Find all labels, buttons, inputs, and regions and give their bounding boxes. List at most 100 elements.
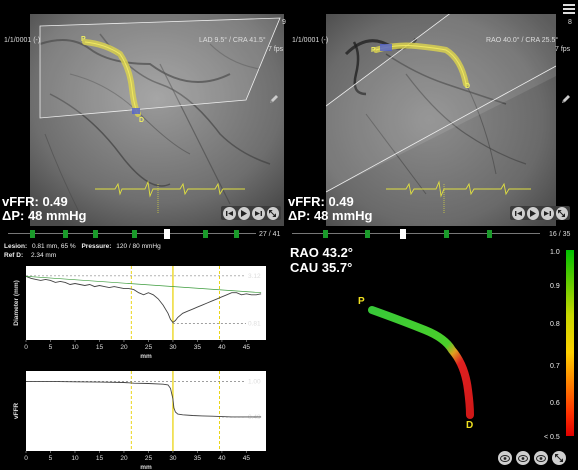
right-prev-button[interactable] [512,206,525,220]
view-eye-button-1[interactable] [498,451,512,465]
chart-0-ref-label: 0.81 [248,320,261,327]
chart-1-plot-area [26,371,266,451]
skip-back-icon [514,210,522,216]
play-icon [241,209,248,217]
chart-0-xtick-label: 10 [71,344,79,351]
chart-1-series-0 [26,380,262,418]
eye-icon [500,454,510,462]
diameter-chart[interactable]: 3.12 0.81 0 5 10 15 20 25 30 35 40 45 mm Diameter (mm… [0,260,286,364]
right-annotate-button[interactable] [560,92,572,104]
left-frame-position: 27 / 41 [259,231,281,238]
chart-0-xtick-label: 5 [49,344,53,351]
color-legend: 1.0 0.9 0.8 0.7 0.6 < 0.5 [544,249,576,441]
right-series-label: 1/1/0001 (-) [292,37,329,44]
chart-0-series-1 [25,275,262,294]
chart-0-xtick-label: 35 [194,344,202,351]
chart-0-series-0 [25,275,262,324]
left-vffr-label: vFFR: 0.49 [2,194,68,209]
hamburger-icon [563,4,575,14]
skip-forward-icon [543,210,551,216]
left-frame-thumb[interactable] [164,229,170,239]
left-angio-image [30,14,284,226]
pressure-value: 120 / 80 mmHg [116,243,161,250]
legend-tick-0-6: 0.6 [550,400,560,407]
left-prev-button[interactable] [223,206,236,220]
right-next-button[interactable] [541,206,554,220]
chart-0-xtick-label: 30 [169,344,177,351]
right-angio-view[interactable]: P D [326,14,556,226]
chart-1-xtick-label: 0 [24,455,28,462]
menu-button[interactable] [562,2,576,14]
skip-forward-icon [254,210,262,216]
right-play-button[interactable] [526,206,539,220]
left-marker-p: P [81,36,86,43]
chart-0-xtick-label: 0 [24,344,28,351]
right-angio-image [326,14,556,226]
chart-0-xtick-label: 40 [218,344,226,351]
left-angio-view[interactable]: P D [30,14,284,226]
right-fps: 7 fps [555,46,571,53]
legend-tick-0-7: 0.7 [550,363,560,370]
view-buttons [498,451,566,465]
chart-0-xtick-label: 20 [120,344,128,351]
model-cau-label: CAU 35.7° [290,260,353,275]
chart-1-xtick-label: 45 [243,455,251,462]
left-annotate-button[interactable] [268,92,280,104]
left-angle-label: LAD 9.5° / CRA 41.5° [199,37,266,44]
right-marker-p: P [371,47,376,54]
right-vffr-label: vFFR: 0.49 [288,194,354,209]
right-angle-label: RAO 40.0° / CRA 25.5° [486,37,559,44]
chart-1-xtick-label: 25 [145,455,153,462]
left-dp-label: ΔP: 48 mmHg [2,208,87,223]
view-eye-button-3[interactable] [534,451,548,465]
chart-1-xtick-label: 5 [49,455,53,462]
lesion-label: Lesion: [4,243,28,250]
left-play-button[interactable] [237,206,250,220]
chart-1-ylabel: vFFR [13,403,20,420]
chart-1-xtick-label: 30 [169,455,177,462]
vessel-3d-image [368,306,474,419]
pencil-icon [270,95,278,103]
left-frame-slider[interactable] [8,229,256,239]
vffr-chart[interactable]: 1.00 0.49 0 5 10 15 20 25 30 35 40 45 mm vFFR [0,365,286,470]
chart-0-xtick-label: 45 [243,344,251,351]
chart-1-xtick-label: 15 [96,455,104,462]
color-legend-bar [566,250,574,436]
vessel-3d-model[interactable]: P D [340,290,500,440]
legend-tick-0-8: 0.8 [550,321,560,328]
model-rao-label: RAO 43.2° [290,245,354,260]
model-marker-p: P [358,296,365,307]
right-frame-position: 16 / 35 [549,231,571,238]
left-series-label: 1/1/0001 (-) [4,37,41,44]
chart-0-xtick-label: 25 [145,344,153,351]
right-dp-label: ΔP: 48 mmHg [288,208,373,223]
view-expand-button[interactable] [552,451,566,465]
chart-1-xtick-label: 40 [218,455,226,462]
right-frame-thumb[interactable] [400,229,406,239]
ref-label: Ref D: [4,252,24,259]
eye-icon [518,454,528,462]
chart-1-ref-label: 1.00 [248,378,261,385]
right-expand-button[interactable] [555,206,568,220]
chart-0-plot-area [26,266,266,340]
left-next-button[interactable] [252,206,265,220]
right-playback-controls [510,206,570,220]
ref-value: 2.34 mm [30,252,57,259]
lesion-info: Lesion: 0.81 mm, 65 % Pressure: 120 / 80… [4,242,161,260]
left-expand-button[interactable] [266,206,279,220]
play-icon [530,209,537,217]
left-fps: 7 fps [268,46,284,53]
left-playback-controls [221,206,281,220]
right-frame-slider[interactable] [292,229,540,239]
left-frame-top: 9 [282,19,286,26]
chart-1-xlabel: mm [140,464,152,470]
legend-tick-1-0: 1.0 [550,249,560,256]
skip-back-icon [225,210,233,216]
chart-0-xtick-label: 15 [96,344,104,351]
pressure-label: Pressure: [81,243,112,250]
chart-1-xtick-label: 10 [71,455,79,462]
pencil-icon [562,95,570,103]
chart-1-xtick-label: 35 [194,455,202,462]
view-eye-button-2[interactable] [516,451,530,465]
chart-0-xlabel: mm [140,353,152,360]
